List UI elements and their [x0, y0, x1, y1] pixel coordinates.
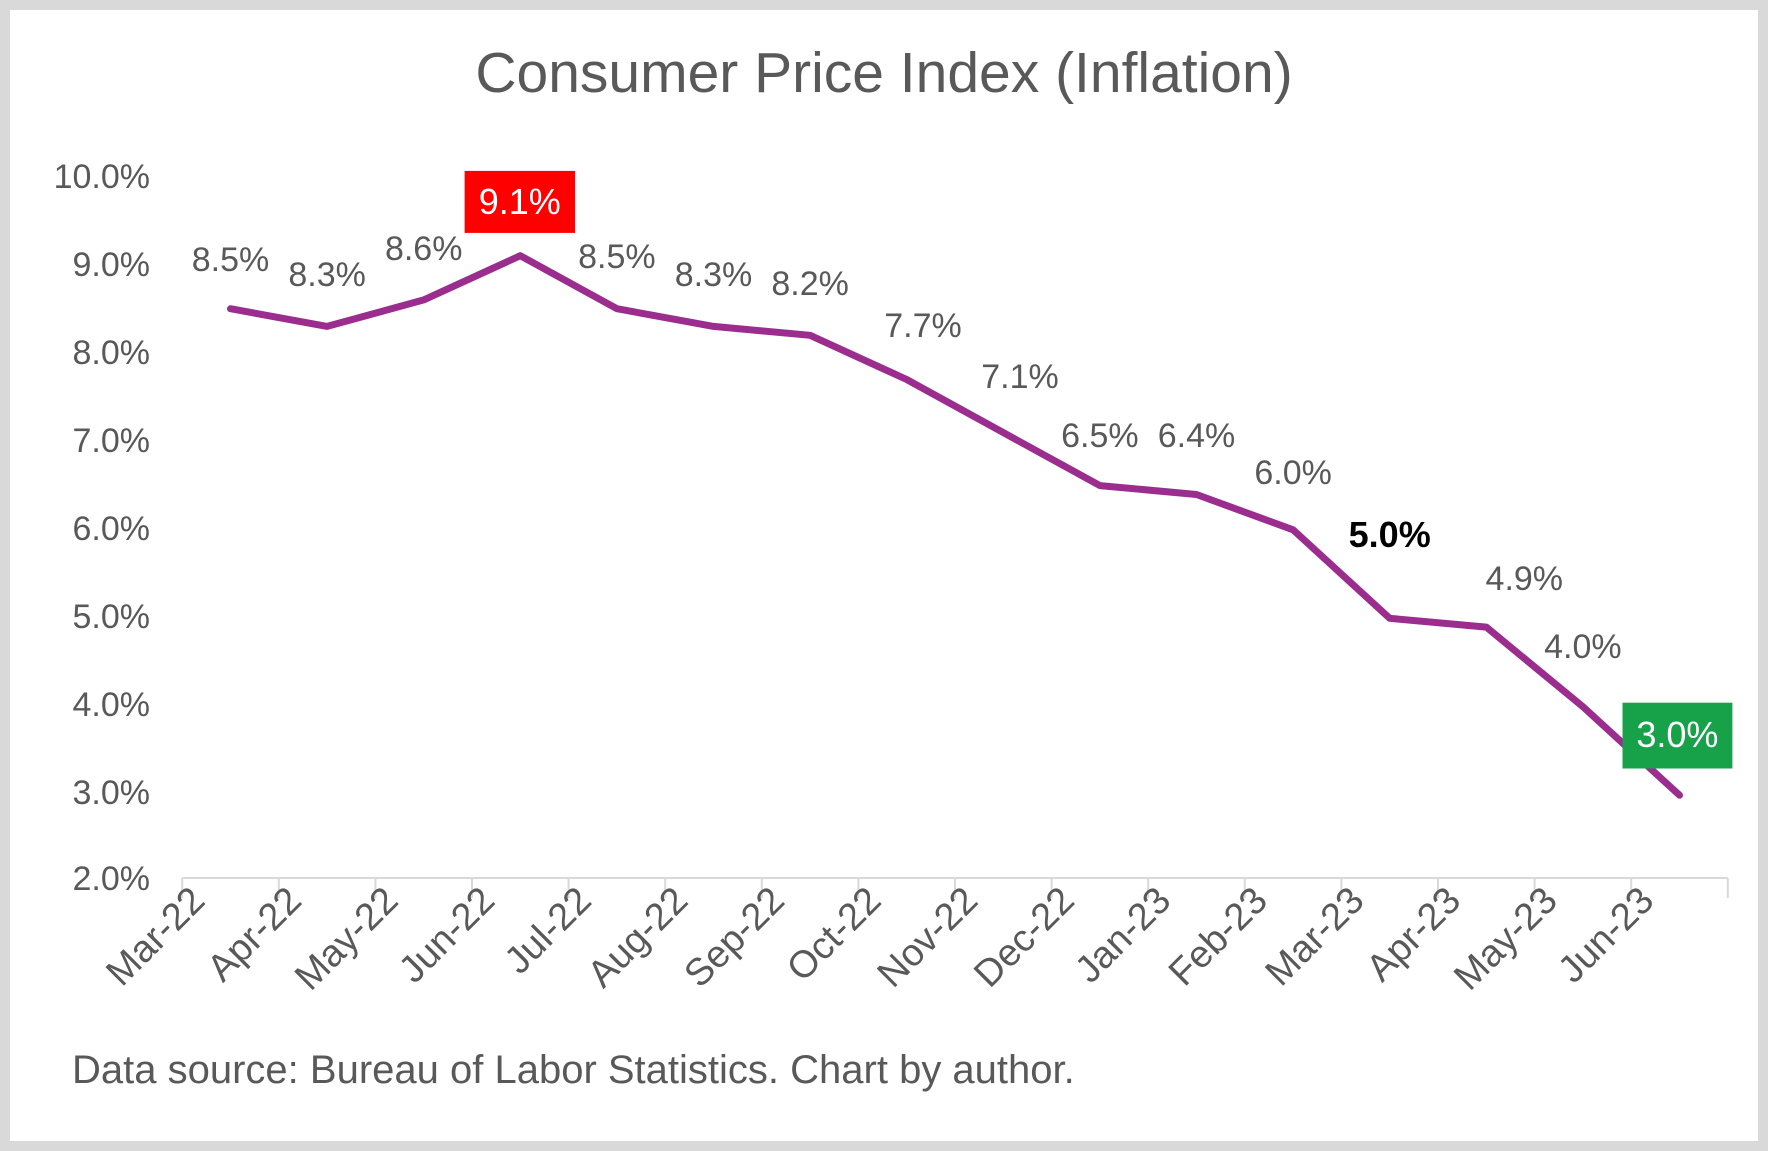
svg-text:8.5%: 8.5% — [192, 241, 270, 279]
svg-text:9.1%: 9.1% — [479, 181, 561, 222]
svg-text:6.4%: 6.4% — [1158, 417, 1236, 455]
svg-text:8.5%: 8.5% — [578, 238, 656, 276]
svg-text:8.6%: 8.6% — [385, 230, 463, 268]
svg-text:Aug-22: Aug-22 — [580, 879, 696, 995]
svg-text:May-23: May-23 — [1446, 879, 1565, 998]
svg-text:Oct-22: Oct-22 — [779, 879, 889, 989]
svg-text:Dec-22: Dec-22 — [966, 879, 1082, 995]
svg-text:4.0%: 4.0% — [1544, 628, 1622, 666]
svg-text:8.3%: 8.3% — [288, 256, 366, 294]
svg-text:Nov-22: Nov-22 — [870, 879, 986, 995]
svg-text:4.0%: 4.0% — [73, 686, 151, 724]
svg-text:3.0%: 3.0% — [73, 774, 151, 812]
svg-text:6.0%: 6.0% — [73, 510, 151, 548]
svg-text:8.2%: 8.2% — [771, 265, 849, 303]
svg-text:7.0%: 7.0% — [73, 422, 151, 460]
svg-text:7.7%: 7.7% — [884, 307, 962, 345]
svg-text:8.3%: 8.3% — [675, 256, 753, 294]
svg-text:10.0%: 10.0% — [54, 158, 150, 196]
svg-text:6.5%: 6.5% — [1061, 417, 1139, 455]
svg-text:9.0%: 9.0% — [73, 246, 151, 284]
svg-text:May-22: May-22 — [287, 879, 406, 998]
svg-text:8.0%: 8.0% — [73, 334, 151, 372]
svg-text:5.0%: 5.0% — [1349, 514, 1431, 555]
svg-text:3.0%: 3.0% — [1636, 714, 1718, 755]
svg-text:5.0%: 5.0% — [73, 598, 151, 636]
svg-text:Jan-23: Jan-23 — [1067, 879, 1179, 991]
svg-text:7.1%: 7.1% — [981, 358, 1059, 396]
svg-text:6.0%: 6.0% — [1254, 454, 1332, 492]
svg-text:Feb-23: Feb-23 — [1161, 879, 1276, 994]
svg-text:Jun-22: Jun-22 — [391, 879, 503, 991]
svg-text:Jun-23: Jun-23 — [1550, 879, 1662, 991]
svg-text:Sep-22: Sep-22 — [677, 879, 793, 995]
svg-text:2.0%: 2.0% — [73, 860, 151, 898]
svg-text:Mar-23: Mar-23 — [1258, 879, 1373, 994]
svg-text:4.9%: 4.9% — [1486, 560, 1564, 598]
